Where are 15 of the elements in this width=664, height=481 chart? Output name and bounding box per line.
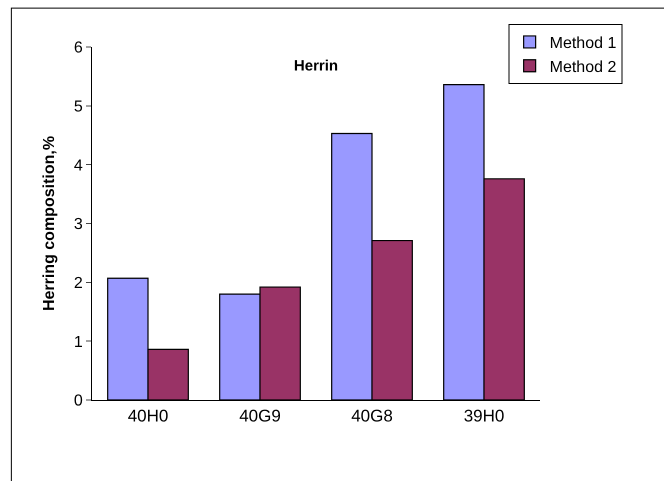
y-tick-label: 0 xyxy=(74,392,83,410)
legend-label: Method 2 xyxy=(550,58,616,76)
x-tick-label: 40H0 xyxy=(128,406,168,426)
x-tick-label: 40G8 xyxy=(351,406,393,426)
legend-label: Method 1 xyxy=(550,35,616,52)
y-tick-label: 4 xyxy=(74,157,83,174)
y-tick-label: 2 xyxy=(74,274,83,292)
text: Herrin xyxy=(294,58,338,75)
y-tick-label: 5 xyxy=(74,98,83,116)
y-tick-label: 6 xyxy=(74,40,83,57)
y-tick-label: 1 xyxy=(74,334,83,351)
y-tick-label: 3 xyxy=(74,216,83,234)
x-tick-label: 39H0 xyxy=(464,406,504,426)
x-tick-label: 40G9 xyxy=(239,406,281,426)
y-axis-title: Herring composition,% xyxy=(40,136,58,312)
